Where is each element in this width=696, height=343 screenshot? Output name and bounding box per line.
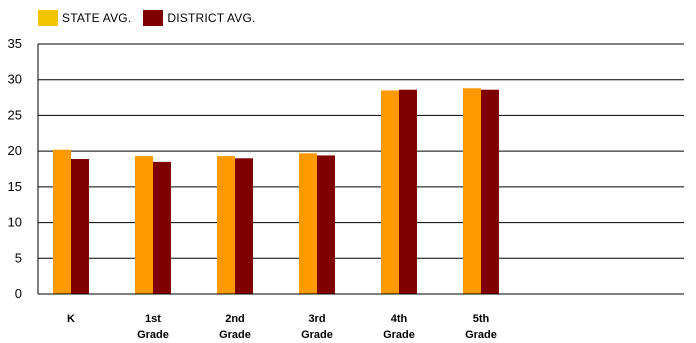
x-tick-label: Grade	[301, 329, 333, 341]
bar-district-avg	[481, 89, 499, 294]
bar-district-avg	[153, 161, 171, 294]
x-tick-label: Grade	[383, 329, 415, 341]
y-tick-label: 5	[15, 250, 22, 265]
x-tick-label: K	[67, 313, 75, 325]
bar-state-avg	[381, 90, 399, 294]
bar-district-avg	[71, 159, 89, 294]
bar-state-avg	[135, 156, 153, 294]
legend-label-district: DISTRICT AVG.	[167, 11, 256, 25]
bar-district-avg	[317, 155, 335, 294]
x-tick-label: 4th	[391, 313, 408, 325]
x-tick-label: Grade	[137, 329, 169, 341]
x-tick-label: 3rd	[308, 313, 325, 325]
y-tick-label: 25	[8, 107, 22, 122]
legend-swatch-district	[143, 10, 164, 26]
y-tick-label: 0	[15, 286, 22, 301]
x-tick-label: Grade	[465, 329, 497, 341]
bar-state-avg	[299, 153, 317, 294]
y-tick-label: 30	[8, 72, 22, 87]
bar-district-avg	[399, 89, 417, 294]
y-tick-label: 15	[8, 179, 22, 194]
x-tick-label: Grade	[219, 329, 251, 341]
x-tick-label: 1st	[145, 313, 161, 325]
bar-district-avg	[235, 158, 253, 294]
bar-state-avg	[463, 88, 481, 295]
bar-state-avg	[217, 156, 235, 294]
legend-swatch-state	[38, 10, 58, 26]
y-tick-label: 35	[8, 36, 22, 51]
legend: STATE AVG. DISTRICT AVG.	[38, 10, 268, 26]
x-tick-label: 5th	[473, 313, 490, 325]
bar-state-avg	[53, 149, 71, 294]
x-tick-label: 2nd	[225, 313, 245, 325]
legend-item-district: DISTRICT AVG.	[143, 10, 255, 26]
legend-label-state: STATE AVG.	[62, 11, 132, 25]
y-tick-label: 10	[8, 215, 22, 230]
legend-item-state: STATE AVG.	[38, 10, 131, 26]
y-tick-label: 20	[8, 143, 22, 158]
